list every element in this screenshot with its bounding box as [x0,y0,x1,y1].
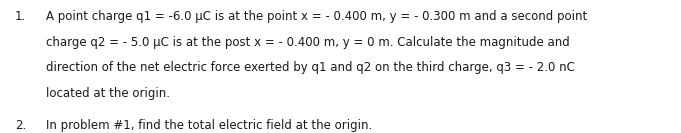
Text: charge q2 = - 5.0 μC is at the post x = - 0.400 m, y = 0 m. Calculate the magnit: charge q2 = - 5.0 μC is at the post x = … [46,36,569,49]
Text: A point charge q1 = -6.0 μC is at the point x = - 0.400 m, y = - 0.300 m and a s: A point charge q1 = -6.0 μC is at the po… [46,11,587,23]
Text: In problem #1, find the total electric field at the origin.: In problem #1, find the total electric f… [46,119,372,132]
Text: direction of the net electric force exerted by q1 and q2 on the third charge, q3: direction of the net electric force exer… [46,61,574,74]
Text: 1.: 1. [15,11,26,23]
Text: located at the origin.: located at the origin. [46,87,170,100]
Text: 2.: 2. [15,119,26,132]
